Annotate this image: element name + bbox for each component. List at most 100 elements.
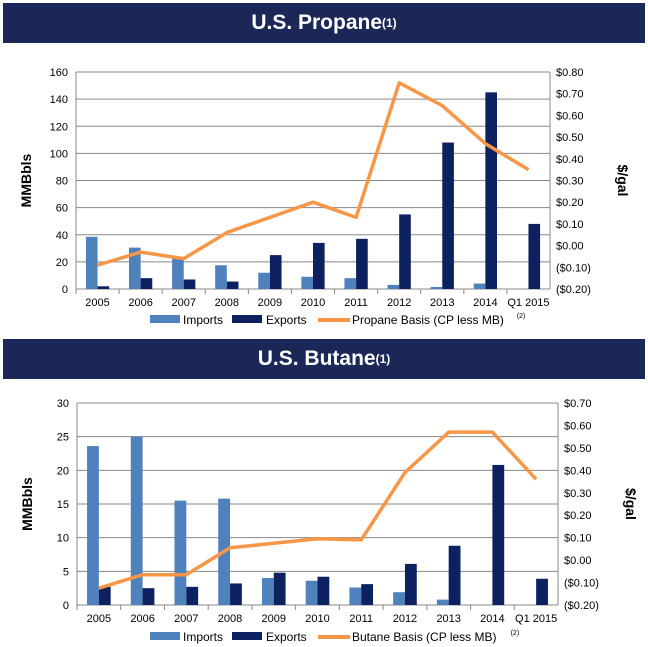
legend-exports-label: Exports xyxy=(266,630,307,644)
y2-tick-label: ($0.20) xyxy=(556,284,591,296)
y2-tick-label: $0.10 xyxy=(556,219,584,231)
y2-tick-label: $0.60 xyxy=(556,110,584,122)
y-axis-title: MMBbls xyxy=(19,477,35,531)
y2-tick-label: $0.10 xyxy=(564,533,592,545)
y-tick-label: 5 xyxy=(63,566,69,578)
butane-title: U.S. Butane xyxy=(257,347,376,370)
x-tick-label: 2007 xyxy=(171,297,195,309)
y2-tick-label: $0.00 xyxy=(564,555,592,567)
y2-tick-label: $0.00 xyxy=(556,241,584,253)
legend-basis-label: Butane Basis (CP less MB) xyxy=(352,630,497,644)
imports-bar xyxy=(436,599,449,605)
x-tick-label: 2005 xyxy=(85,297,109,309)
imports-bar xyxy=(430,286,443,289)
y-tick-label: 0 xyxy=(62,284,68,296)
y-tick-label: 100 xyxy=(50,148,68,160)
exports-bar xyxy=(140,278,153,289)
y-tick-label: 80 xyxy=(56,176,68,188)
butane-chart: 0 5 10 15 20 25 30 ($0.20) ($0.10) $0.00 $0.10 $0.2… xyxy=(19,398,639,644)
imports-bar xyxy=(258,272,270,289)
x-tick-label: 2012 xyxy=(387,297,411,309)
x-tick-label: Q1 2015 xyxy=(507,297,549,309)
y-tick-label: 15 xyxy=(57,499,69,511)
y-tick-label: 140 xyxy=(50,94,68,106)
legend-exports-swatch xyxy=(232,315,262,323)
y2-axis-title: $/gal xyxy=(615,165,631,197)
exports-bar xyxy=(269,255,282,289)
y-tick-label: 20 xyxy=(57,465,69,477)
exports-bar xyxy=(492,464,505,605)
y2-tick-label: $0.60 xyxy=(564,420,592,432)
exports-bar xyxy=(98,586,111,605)
y2-tick-label: $0.80 xyxy=(556,67,584,79)
imports-bar xyxy=(344,278,357,289)
imports-bar xyxy=(130,436,143,605)
x-tick-label: 2010 xyxy=(301,297,325,309)
y2-tick-label: $0.40 xyxy=(564,465,592,477)
y2-tick-label: $0.20 xyxy=(556,197,584,209)
exports-bar xyxy=(230,583,242,605)
legend-basis-label: Propane Basis (CP less MB) xyxy=(352,313,504,327)
x-tick-label: 2013 xyxy=(436,613,460,625)
legend-imports-label: Imports xyxy=(183,630,223,644)
y-tick-label: 30 xyxy=(57,398,69,410)
y2-tick-label: ($0.10) xyxy=(564,578,599,590)
exports-bar xyxy=(528,223,541,289)
x-tick-label: 2006 xyxy=(128,297,152,309)
y2-axis-title: $/gal xyxy=(623,488,639,520)
exports-bar xyxy=(404,563,417,605)
imports-bar xyxy=(172,258,184,289)
y2-tick-label: $0.70 xyxy=(564,398,592,410)
imports-bar xyxy=(387,284,400,289)
basis-line xyxy=(97,81,530,267)
exports-bar xyxy=(399,214,411,289)
exports-bar xyxy=(226,281,239,289)
y-tick-label: 10 xyxy=(57,533,69,545)
imports-bar xyxy=(261,578,274,605)
y2-tick-label: $0.50 xyxy=(556,132,584,144)
x-tick-label: 2008 xyxy=(218,613,242,625)
legend-imports-swatch xyxy=(150,632,180,640)
legend-exports-label: Exports xyxy=(266,313,307,327)
x-tick-label: 2012 xyxy=(393,613,417,625)
y-tick-label: 40 xyxy=(56,230,68,242)
y-tick-label: 60 xyxy=(56,203,68,215)
x-tick-label: 2014 xyxy=(473,297,497,309)
legend-basis-footnote: (2) xyxy=(511,630,520,637)
basis-line xyxy=(98,430,538,590)
exports-bar xyxy=(361,584,374,605)
imports-bar xyxy=(349,587,362,605)
exports-bar xyxy=(356,238,368,289)
legend-imports-label: Imports xyxy=(183,313,223,327)
x-tick-label: 2013 xyxy=(430,297,454,309)
legend-imports-swatch xyxy=(150,315,180,323)
y-tick-label: 120 xyxy=(50,121,68,133)
y2-tick-label: $0.70 xyxy=(556,89,584,101)
y-tick-label: 0 xyxy=(63,600,69,612)
x-tick-label: 2006 xyxy=(130,613,154,625)
exports-bar xyxy=(317,576,330,605)
y-tick-label: 25 xyxy=(57,432,69,444)
imports-bar xyxy=(129,247,141,289)
exports-bar xyxy=(273,572,286,605)
exports-bar xyxy=(142,588,155,605)
y-axis-title: MMBbls xyxy=(18,153,34,207)
exports-bar xyxy=(186,586,199,605)
imports-bar xyxy=(305,580,318,605)
y2-tick-label: $0.40 xyxy=(556,154,584,166)
y2-tick-label: $0.20 xyxy=(564,510,592,522)
butane-title-banner: U.S. Butane (1) xyxy=(3,339,645,379)
exports-bar xyxy=(485,92,497,289)
x-tick-label: 2014 xyxy=(480,613,504,625)
x-tick-label: 2007 xyxy=(174,613,198,625)
x-tick-label: 2008 xyxy=(215,297,239,309)
imports-bar xyxy=(301,276,313,289)
y2-tick-label: $0.30 xyxy=(556,176,584,188)
y2-tick-label: $0.30 xyxy=(564,488,592,500)
x-tick-label: 2009 xyxy=(258,297,282,309)
exports-bar xyxy=(313,242,325,289)
propane-title: U.S. Propane xyxy=(251,11,383,34)
x-tick-label: 2009 xyxy=(262,613,286,625)
propane-chart: 0 20 40 60 80 100 120 140 160 ($0.20) ($0.10) $0.00… xyxy=(18,67,631,327)
